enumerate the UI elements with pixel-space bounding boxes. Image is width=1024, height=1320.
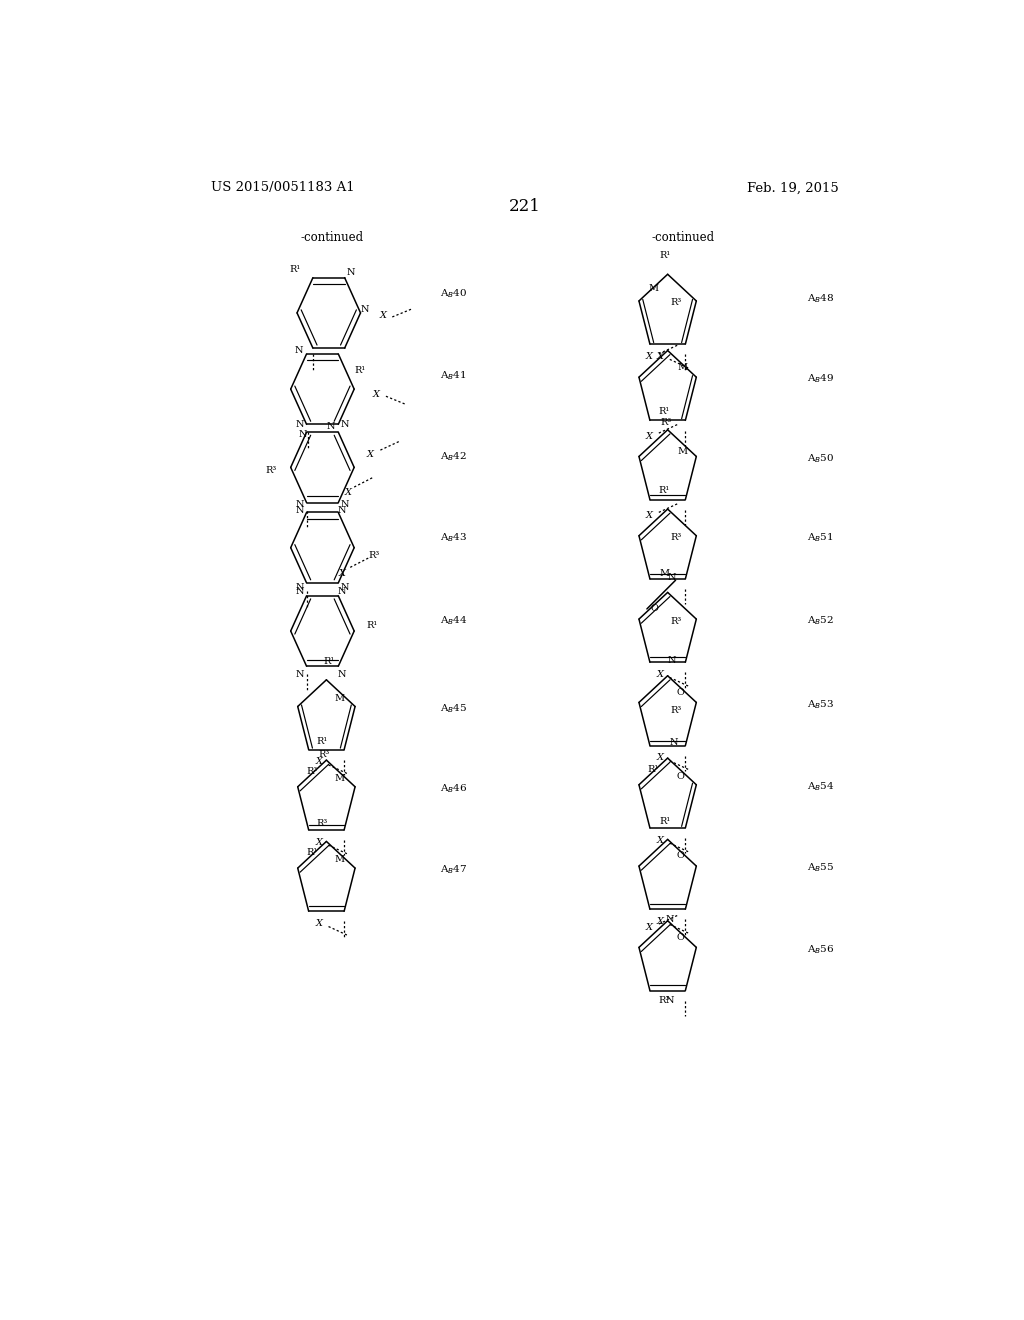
Text: R¹: R¹ [659,252,671,260]
Text: N: N [340,500,349,508]
Text: N: N [347,268,355,277]
Text: R¹: R¹ [658,407,670,416]
Text: N: N [666,915,674,924]
Text: A$_B$55: A$_B$55 [807,862,834,874]
Text: R³: R³ [265,466,276,475]
Text: N: N [338,586,346,595]
Text: A$_B$46: A$_B$46 [440,783,467,795]
Text: X: X [315,838,323,846]
Text: X: X [646,923,652,932]
Text: N: N [296,500,304,508]
Text: R³: R³ [306,767,317,776]
Text: A$_B$54: A$_B$54 [807,780,835,793]
Text: N: N [298,430,307,440]
Text: X: X [656,836,664,845]
Text: X: X [344,487,351,496]
Text: N: N [668,573,676,582]
Text: N: N [296,669,304,678]
Text: X: X [656,671,664,678]
Text: A$_B$40: A$_B$40 [440,288,467,300]
Text: N: N [296,583,304,593]
Text: M: M [334,694,344,702]
Text: X: X [339,569,346,578]
Text: 221: 221 [509,198,541,215]
Text: N: N [666,997,674,1006]
Text: X: X [315,919,323,928]
Text: X: X [646,511,652,520]
Text: M: M [334,855,344,865]
Text: O: O [651,605,658,614]
Text: A$_B$50: A$_B$50 [807,451,834,465]
Text: A$_B$52: A$_B$52 [807,615,834,627]
Text: Feb. 19, 2015: Feb. 19, 2015 [746,181,839,194]
Text: R¹: R¹ [355,367,367,375]
Text: R³: R³ [369,552,380,560]
Text: R¹: R¹ [366,622,377,631]
Text: US 2015/0051183 A1: US 2015/0051183 A1 [211,181,355,194]
Text: A$_B$48: A$_B$48 [807,292,834,305]
Text: R³: R³ [659,418,671,426]
Text: N: N [338,507,346,515]
Text: M: M [334,774,344,783]
Text: R¹: R¹ [324,657,335,667]
Text: R¹: R¹ [658,486,670,495]
Text: A$_B$49: A$_B$49 [807,372,834,385]
Text: A$_B$44: A$_B$44 [440,615,468,627]
Text: X: X [656,917,664,925]
Text: R³: R³ [671,298,682,308]
Text: O: O [677,851,684,861]
Text: A$_B$43: A$_B$43 [440,531,467,544]
Text: O: O [677,688,684,697]
Text: N: N [296,586,304,595]
Text: N: N [296,420,304,429]
Text: -continued: -continued [652,231,715,244]
Text: N: N [360,305,369,314]
Text: R³: R³ [671,533,682,543]
Text: R³: R³ [318,750,330,759]
Text: N: N [668,656,676,665]
Text: A$_B$47: A$_B$47 [440,863,467,876]
Text: O: O [677,772,684,781]
Text: X: X [646,352,652,362]
Text: R¹: R¹ [316,738,328,746]
Text: X: X [656,754,664,763]
Text: N: N [340,420,349,429]
Text: R¹: R¹ [647,766,658,774]
Text: R³: R³ [658,997,670,1006]
Text: A$_B$53: A$_B$53 [807,698,834,710]
Text: R¹: R¹ [290,265,301,275]
Text: A$_B$45: A$_B$45 [440,702,467,714]
Text: N: N [294,346,303,355]
Text: O: O [677,933,684,941]
Text: X: X [315,758,323,767]
Text: X: X [646,432,652,441]
Text: M: M [677,447,687,455]
Text: M: M [677,363,687,371]
Text: X: X [379,312,386,321]
Text: N: N [296,507,304,515]
Text: R³: R³ [671,706,682,715]
Text: A$_B$56: A$_B$56 [807,942,835,956]
Text: M: M [659,569,670,578]
Text: A$_B$42: A$_B$42 [440,450,467,462]
Text: N: N [670,738,678,747]
Text: A$_B$51: A$_B$51 [807,531,834,544]
Text: -continued: -continued [300,231,364,244]
Text: R¹: R¹ [306,849,317,858]
Text: X: X [373,389,380,399]
Text: N: N [340,583,349,593]
Text: R³: R³ [671,616,682,626]
Text: N: N [326,422,335,430]
Text: N: N [338,669,346,678]
Text: R¹: R¹ [659,817,671,825]
Text: M: M [648,284,658,293]
Text: X: X [656,352,664,360]
Text: R³: R³ [316,818,328,828]
Text: X: X [367,450,374,458]
Text: A$_B$41: A$_B$41 [440,370,467,383]
